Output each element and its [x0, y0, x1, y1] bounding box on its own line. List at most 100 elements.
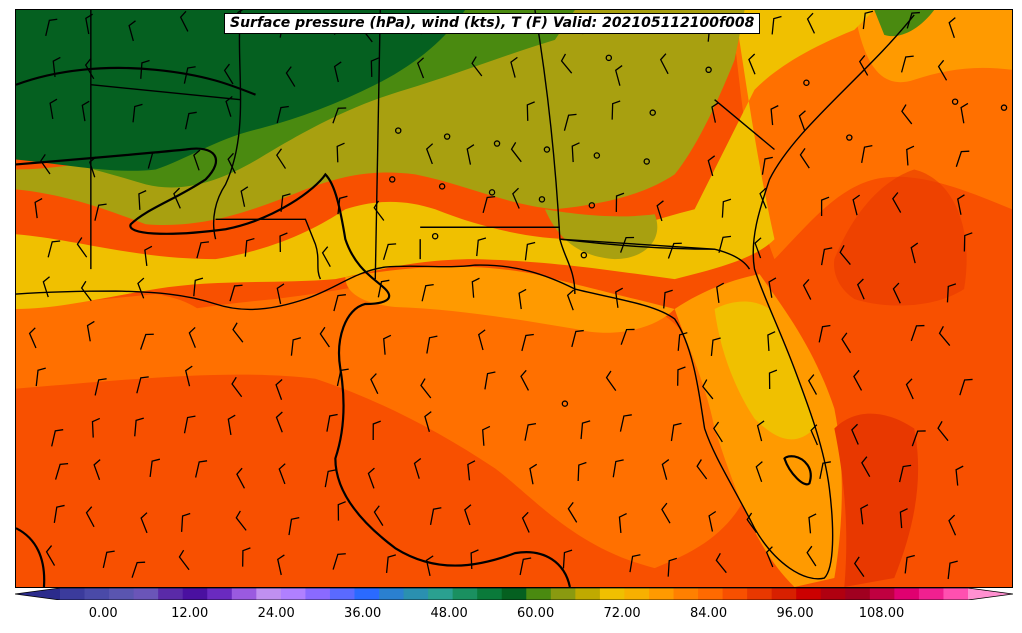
wind-barb	[892, 192, 902, 213]
colorbar-segment	[820, 588, 846, 600]
calm-wind-circle	[643, 158, 650, 165]
state-boundary	[714, 99, 775, 151]
wind-barb	[85, 506, 95, 528]
wind-barb	[482, 195, 496, 214]
isobar	[16, 66, 256, 96]
colorbar-tick-label: 108.00	[858, 606, 905, 621]
wind-barb	[960, 102, 969, 124]
colorbar-tick-label: 36.00	[344, 606, 382, 621]
calm-wind-circle	[488, 189, 496, 196]
wind-barb	[372, 420, 381, 440]
colorbar-segment	[354, 588, 380, 600]
wind-barb	[577, 461, 587, 482]
wind-barb	[52, 56, 61, 78]
temp-band-yellow	[714, 301, 815, 440]
wind-barb	[955, 465, 964, 486]
wind-barb	[860, 504, 869, 525]
wind-barb	[946, 283, 957, 303]
isobar-lines	[16, 66, 812, 587]
wind-barb	[476, 237, 487, 257]
colorbar-tick-label: 96.00	[776, 606, 814, 621]
wind-barb	[839, 245, 851, 265]
wind-barb	[232, 322, 244, 343]
wind-barb	[948, 17, 956, 39]
colorbar-segment	[624, 588, 650, 600]
wind-barb	[225, 95, 233, 117]
wind-barb	[236, 467, 246, 489]
map-panel	[15, 9, 1013, 588]
calm-wind-circle	[538, 196, 546, 203]
wind-barb	[841, 332, 852, 354]
wind-barb	[904, 554, 915, 574]
wind-barb	[567, 502, 578, 523]
wind-barb	[277, 554, 285, 576]
wind-barb	[235, 510, 247, 531]
coastline	[16, 14, 915, 580]
wind-barb	[321, 246, 331, 268]
wind-barb	[808, 513, 817, 534]
wind-barb	[45, 18, 58, 37]
wind-barb	[768, 369, 778, 390]
colorbar-tick-label: 60.00	[517, 606, 555, 621]
wind-barb	[756, 420, 765, 442]
wind-barb	[853, 369, 863, 391]
wind-barb	[906, 145, 915, 166]
wind-barb	[89, 156, 97, 178]
wind-barb	[336, 142, 345, 163]
wind-barb	[370, 57, 379, 77]
colorbar-segment	[648, 588, 675, 600]
wind-barb	[905, 378, 914, 400]
colorbar-segment	[943, 588, 969, 600]
wind-barb	[656, 200, 664, 222]
colorbar-tick-label: 0.00	[88, 606, 118, 621]
wind-barb	[47, 240, 61, 258]
calm-wind-circle	[389, 176, 396, 183]
wind-barb	[337, 195, 348, 215]
isobar	[16, 147, 571, 587]
wind-barb	[42, 276, 50, 298]
colorbar-tick-label: 24.00	[257, 606, 295, 621]
colorbar-segment	[428, 588, 454, 600]
wind-barb	[563, 113, 577, 131]
wind-barb	[416, 57, 425, 79]
wind-barb	[467, 460, 476, 481]
temp-band-olive	[544, 209, 658, 260]
colorbar-segment	[918, 588, 944, 600]
wind-barb	[178, 549, 190, 571]
wind-barb	[231, 376, 243, 398]
wind-barb	[477, 329, 486, 351]
wind-barb	[464, 504, 472, 526]
map-title: Surface pressure (hPa), wind (kts), T (F…	[224, 13, 761, 34]
calm-wind-circle	[443, 133, 451, 140]
wind-barb	[420, 378, 432, 399]
colorbar-segment	[550, 588, 576, 600]
wind-barb	[290, 337, 302, 356]
wind-barb	[149, 458, 161, 478]
colorbar-segment	[477, 588, 503, 600]
colorbar-segment	[305, 588, 331, 600]
wind-barb	[332, 107, 347, 124]
calm-wind-circle	[543, 146, 551, 153]
wind-barb	[370, 373, 379, 395]
wind-barb	[937, 59, 948, 81]
temp-band-red-orange	[834, 413, 919, 587]
wind-barb	[382, 243, 397, 260]
temperature-map	[16, 10, 1012, 587]
isobar	[783, 455, 812, 486]
wind-barb	[807, 374, 818, 395]
colorbar-tick-label: 72.00	[603, 606, 641, 621]
temp-band-green	[874, 10, 935, 37]
wind-barb	[136, 376, 149, 394]
colorbar-segment	[796, 588, 822, 600]
colorbar-segment	[109, 588, 135, 600]
wind-barb	[319, 326, 330, 348]
wind-barb	[707, 155, 716, 177]
wind-barb	[429, 507, 442, 526]
wind-barb	[620, 236, 635, 253]
wind-barb	[771, 15, 782, 35]
wind-barb	[611, 100, 621, 120]
calm-wind-circle	[580, 251, 588, 259]
wind-barb	[858, 55, 869, 76]
wind-barb	[240, 186, 249, 207]
wind-barb	[180, 512, 191, 532]
